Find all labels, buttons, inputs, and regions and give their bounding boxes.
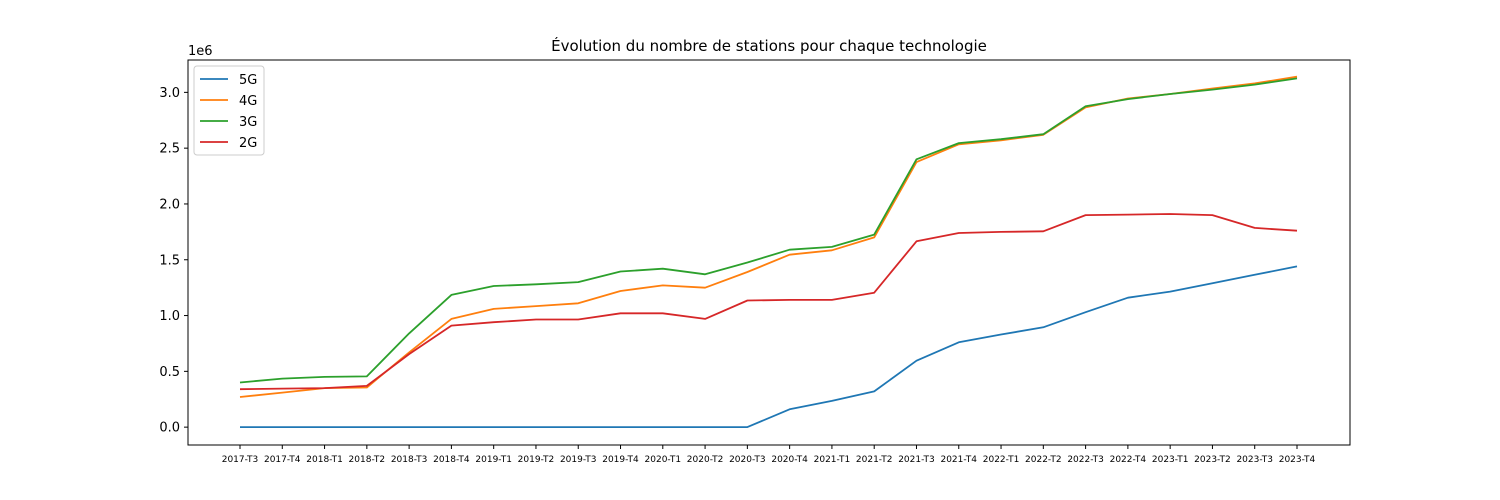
x-tick-label: 2022-T2 xyxy=(1025,455,1062,465)
plot-lines xyxy=(239,75,1298,429)
legend-label: 4G xyxy=(239,94,257,109)
y-tick-label: 2.0 xyxy=(159,197,180,212)
y-tick-label: 3.0 xyxy=(159,86,180,101)
y-axis: 0.0 0.5 1.0 1.5 2.0 2.5 3.0 xyxy=(159,86,188,436)
x-tick-label: 2021-T2 xyxy=(856,455,893,465)
legend-label: 2G xyxy=(239,136,257,151)
x-tick-label: 2018-T1 xyxy=(306,455,343,465)
legend-label: 3G xyxy=(239,115,257,130)
y-tick-label: 1.5 xyxy=(159,253,180,268)
y-tick-label: 1.0 xyxy=(159,309,180,324)
chart-title: Évolution du nombre de stations pour cha… xyxy=(551,36,987,55)
x-tick-label: 2023-T2 xyxy=(1194,455,1231,465)
series-line-4g xyxy=(239,75,1298,398)
x-tick-label: 2022-T4 xyxy=(1110,455,1147,465)
x-tick-label: 2022-T3 xyxy=(1067,455,1104,465)
x-tick-label: 2020-T1 xyxy=(645,455,682,465)
x-tick-label: 2021-T4 xyxy=(940,455,977,465)
series-line-3g xyxy=(239,77,1298,384)
y-tick-label: 2.5 xyxy=(159,142,180,157)
x-tick-label: 2023-T3 xyxy=(1236,455,1273,465)
x-tick-label: 2019-T4 xyxy=(602,455,639,465)
y-tick-label: 0.0 xyxy=(159,421,180,436)
x-tick-label: 2021-T3 xyxy=(898,455,935,465)
x-tick-label: 2020-T3 xyxy=(729,455,766,465)
x-tick-label: 2022-T1 xyxy=(983,455,1020,465)
y-offset-label: 1e6 xyxy=(188,44,213,59)
x-tick-label: 2023-T4 xyxy=(1279,455,1316,465)
legend-label: 5G xyxy=(239,73,257,88)
x-tick-label: 2019-T2 xyxy=(518,455,555,465)
y-tick-label: 0.5 xyxy=(159,365,180,380)
x-tick-label: 2018-T4 xyxy=(433,455,470,465)
x-tick-label: 2023-T1 xyxy=(1152,455,1189,465)
x-tick-label: 2019-T3 xyxy=(560,455,597,465)
x-tick-label: 2017-T3 xyxy=(222,455,259,465)
series-line-5g xyxy=(240,265,1298,429)
x-tick-label: 2018-T2 xyxy=(349,455,386,465)
x-tick-label: 2020-T2 xyxy=(687,455,724,465)
series-line-2g xyxy=(239,213,1298,391)
x-tick-label: 2021-T1 xyxy=(814,455,851,465)
x-axis: 2017-T3 2017-T4 2018-T1 2018-T2 2018-T3 2018-… xyxy=(222,445,1316,465)
x-tick-label: 2018-T3 xyxy=(391,455,428,465)
x-tick-label: 2019-T1 xyxy=(475,455,512,465)
legend-box xyxy=(193,65,265,156)
legend: 5G 4G 3G 2G xyxy=(193,65,265,156)
x-tick-label: 2017-T4 xyxy=(264,455,301,465)
x-tick-label: 2020-T4 xyxy=(771,455,808,465)
plot-frame xyxy=(187,59,1351,446)
